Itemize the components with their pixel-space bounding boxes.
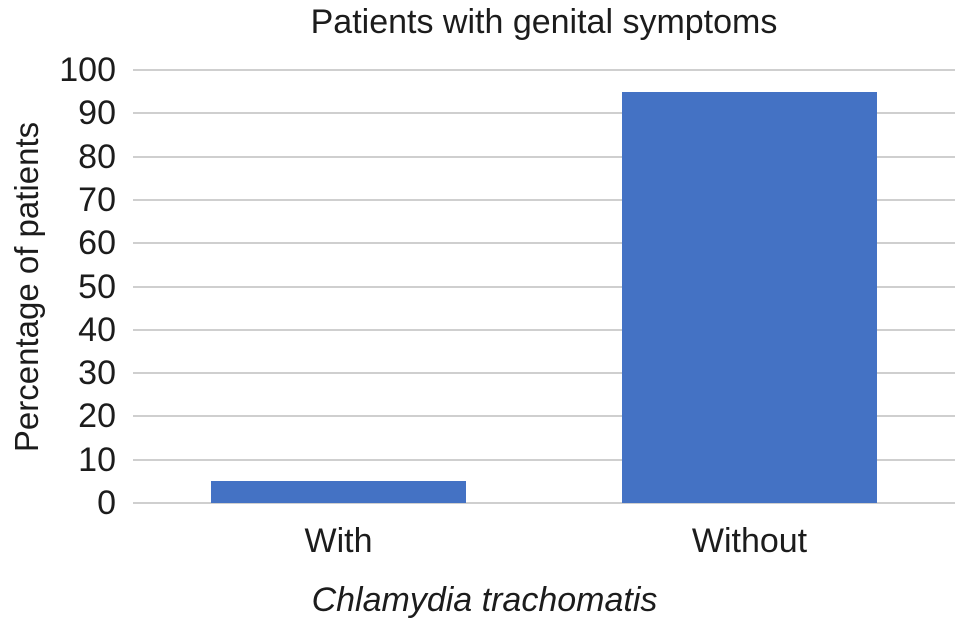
y-tick-label-30: 30 xyxy=(78,354,116,393)
y-tick-label-100: 100 xyxy=(59,51,116,89)
x-tick-label-with: With xyxy=(304,522,373,560)
x-category-labels: With Without xyxy=(133,524,955,558)
bar-without xyxy=(622,91,877,503)
gridline-50 xyxy=(133,285,955,288)
gridline-80 xyxy=(133,155,955,158)
gridlines-layer xyxy=(133,69,955,504)
x-tick-label-without: Without xyxy=(691,522,808,560)
y-tick-label-50: 50 xyxy=(78,267,116,306)
y-axis-tick-labels: 0 10 20 30 40 50 60 70 80 90 100 xyxy=(0,53,116,520)
y-tick-label-90: 90 xyxy=(78,94,116,133)
bar-with xyxy=(211,481,466,503)
gridline-100 xyxy=(133,69,955,71)
gridline-20 xyxy=(133,415,955,418)
gridline-60 xyxy=(133,242,955,245)
gridline-10 xyxy=(133,458,955,461)
bar-cell-with xyxy=(133,70,544,503)
x-axis-title: Chlamydia trachomatis xyxy=(311,581,658,619)
y-tick-label-60: 60 xyxy=(78,224,116,263)
gridline-90 xyxy=(133,112,955,115)
y-tick-label-70: 70 xyxy=(78,180,116,219)
chart-title: Patients with genital symptoms xyxy=(310,3,778,41)
gridline-0 xyxy=(133,502,955,504)
y-tick-label-20: 20 xyxy=(78,397,116,436)
bar-cell-without xyxy=(544,70,955,503)
gridline-40 xyxy=(133,328,955,331)
gridline-70 xyxy=(133,198,955,201)
bars-layer xyxy=(133,70,955,503)
y-tick-label-40: 40 xyxy=(78,310,116,349)
plot-area xyxy=(133,69,955,504)
y-tick-label-0: 0 xyxy=(97,484,116,522)
y-tick-label-10: 10 xyxy=(78,440,116,479)
y-tick-label-80: 80 xyxy=(78,137,116,176)
gridline-30 xyxy=(133,372,955,375)
